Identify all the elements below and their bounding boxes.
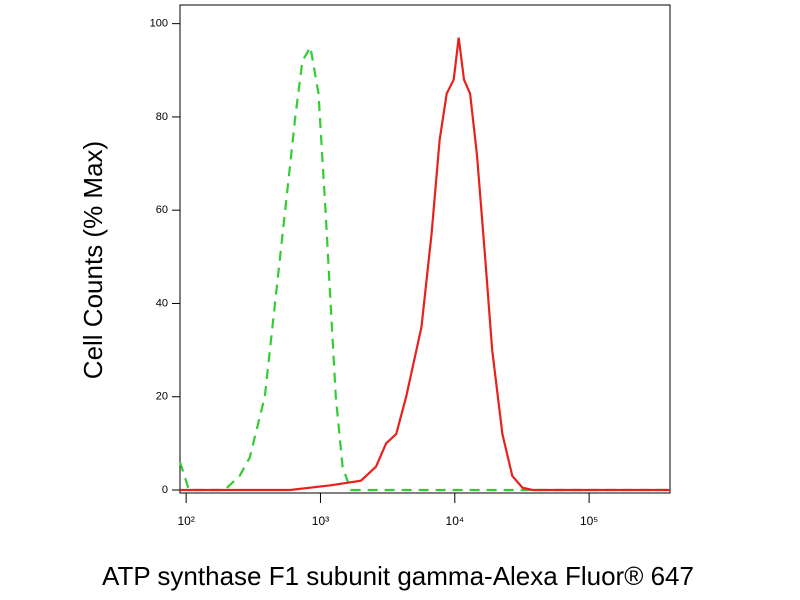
x-tick-label: 10⁵ (580, 514, 598, 528)
y-tick-label: 100 (150, 18, 168, 30)
y-tick-label: 40 (156, 297, 168, 309)
series-line (180, 37, 670, 492)
x-axis-label: ATP synthase F1 subunit gamma-Alexa Fluo… (102, 561, 694, 591)
y-tick-label: 80 (156, 111, 168, 123)
y-tick-label: 60 (156, 204, 168, 216)
series-line (178, 43, 670, 492)
x-tick-label: 10³ (312, 514, 329, 528)
y-tick-label: 0 (162, 484, 168, 496)
y-axis-label: Cell Counts (% Max) (78, 141, 108, 379)
plot-frame (179, 4, 671, 494)
y-tick-label: 20 (156, 391, 168, 403)
x-tick-label: 10² (177, 514, 194, 528)
x-tick-label: 10⁴ (446, 514, 465, 528)
